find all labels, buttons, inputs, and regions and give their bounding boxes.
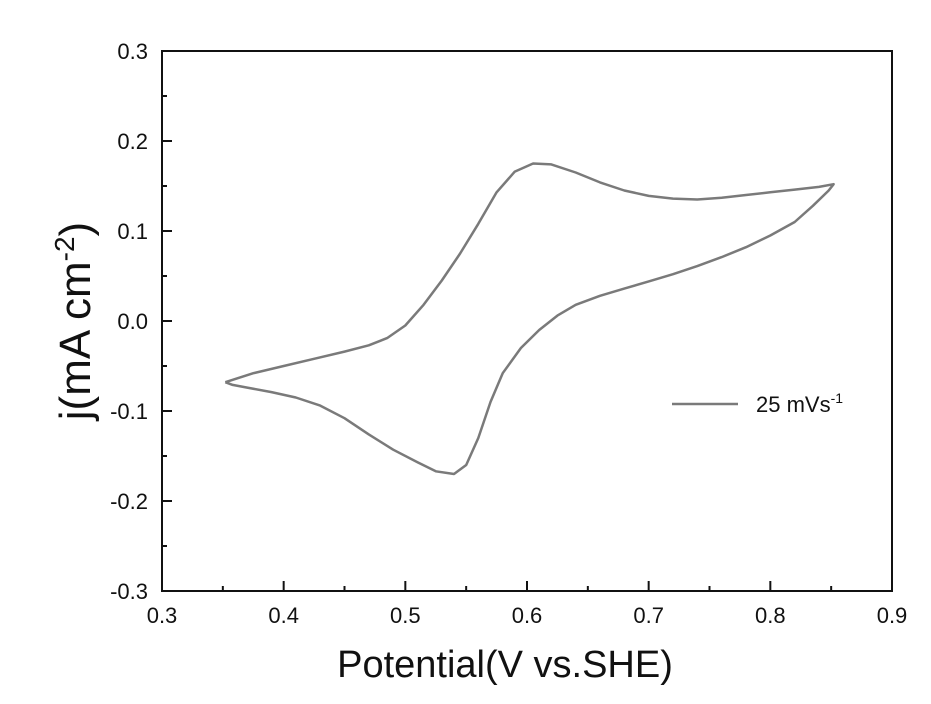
y-tick-label: -0.1 xyxy=(110,399,148,424)
x-tick-label: 0.7 xyxy=(633,603,664,628)
y-tick-label: 0.3 xyxy=(117,39,148,64)
x-tick-label: 0.4 xyxy=(268,603,299,628)
y-tick-label: 0.2 xyxy=(117,129,148,154)
axis-ticks xyxy=(162,51,892,591)
y-tick-label: 0.0 xyxy=(117,309,148,334)
axis-tick-labels: 0.3 0.4 0.5 0.6 0.7 0.8 0.9 -0.3 -0.2 -0.1 0.0 0.1 0… xyxy=(110,39,907,628)
y-tick-label: 0.1 xyxy=(117,219,148,244)
legend: 25 mVs-1 xyxy=(672,390,843,417)
x-tick-label: 0.8 xyxy=(755,603,786,628)
series-line xyxy=(225,164,833,475)
legend-label: 25 mVs-1 xyxy=(756,390,843,417)
y-tick-label: -0.2 xyxy=(110,489,148,514)
x-axis-title: Potential(V vs.SHE) xyxy=(337,644,673,686)
y-axis-title: j(mA cm-2) xyxy=(49,222,100,422)
x-tick-label: 0.6 xyxy=(512,603,543,628)
x-tick-label: 0.5 xyxy=(390,603,421,628)
x-tick-label: 0.3 xyxy=(147,603,178,628)
x-tick-label: 0.9 xyxy=(877,603,908,628)
plot-frame xyxy=(162,51,892,591)
y-tick-label: -0.3 xyxy=(110,579,148,604)
